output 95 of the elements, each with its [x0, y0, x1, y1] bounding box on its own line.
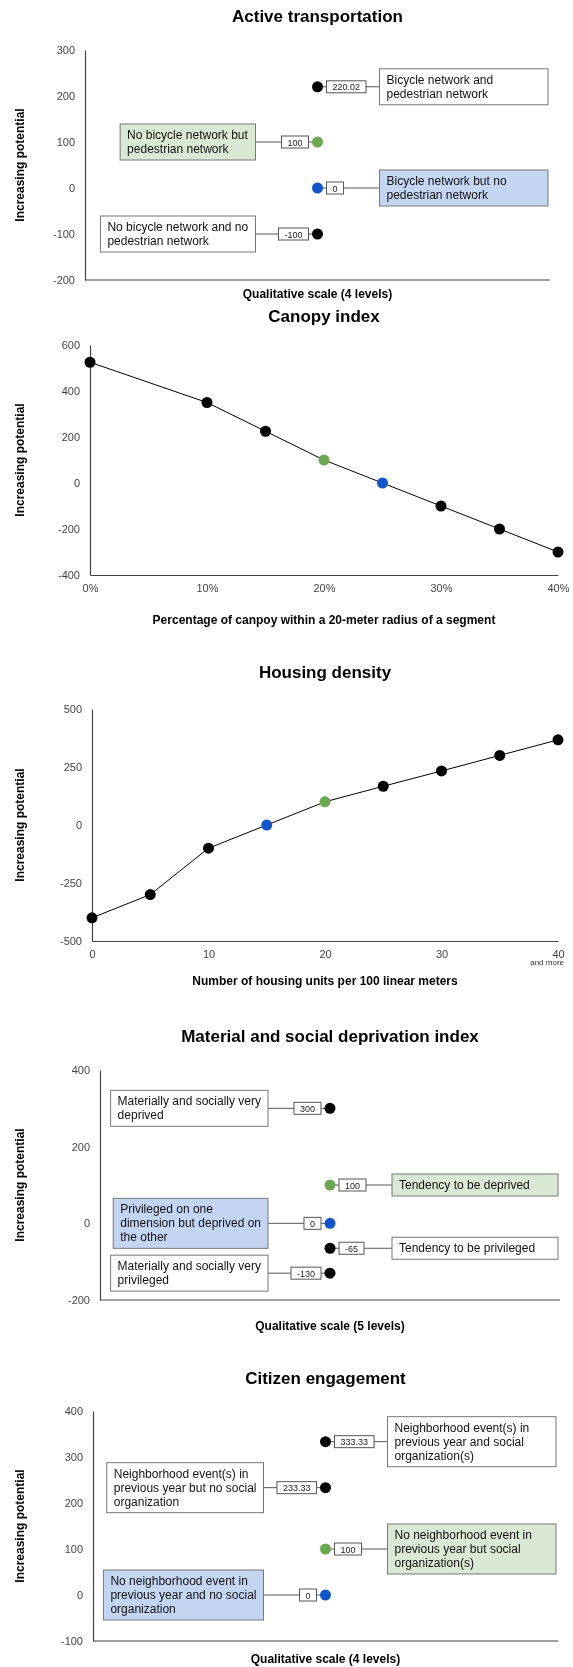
x-axis-title: Percentage of canpoy within a 20-meter radius of a segment [152, 613, 496, 627]
y-tick-label: -250 [59, 877, 82, 890]
point [203, 842, 214, 854]
y-tick-label: -100 [60, 1635, 83, 1648]
x-axis-title: Qualitative scale (4 levels) [242, 287, 393, 301]
text: Materially and socially very deprived [117, 1094, 261, 1123]
point [377, 477, 388, 489]
point [494, 523, 505, 535]
y-tick-label: -200 [67, 1294, 90, 1307]
y-tick-label: -400 [57, 569, 80, 582]
text: No neighborhood event in previous year and no social organization [110, 1574, 257, 1616]
text: No bicycle network but pedestrian network [127, 128, 249, 156]
y-tick-label: 200 [56, 90, 75, 103]
y-tick-label: -200 [52, 274, 75, 287]
x-tick-label: 0% [82, 581, 99, 594]
text: Privileged on one dimension but deprived on the other [120, 1202, 261, 1245]
chart-title: Citizen engagement [245, 1369, 407, 1388]
point [552, 546, 564, 558]
data-label: 100 [345, 1180, 361, 1191]
text: No neighborhood event in previous year but social organization(s) [394, 1528, 532, 1570]
y-axis-title: Increasing potential [13, 1469, 27, 1583]
point [494, 749, 506, 761]
y-tick-label: 200 [64, 1497, 83, 1510]
x-tick-label: 40 [552, 947, 565, 960]
y-tick-label: 0 [75, 819, 82, 832]
text: Tendency to be deprived [399, 1178, 530, 1192]
point [84, 356, 96, 368]
y-tick-label: 500 [63, 703, 82, 716]
y-axis-title: Increasing potential [13, 1128, 27, 1242]
point [201, 397, 213, 408]
text: Tendency to be privileged [399, 1241, 536, 1256]
point [319, 796, 331, 808]
point [261, 819, 273, 831]
point [377, 780, 389, 792]
x-tick-label: 10 [202, 947, 216, 960]
data-label: 300 [299, 1103, 315, 1114]
y-tick-label: 100 [56, 136, 75, 149]
y-tick-label: 300 [64, 1451, 83, 1464]
y-tick-label: 200 [61, 431, 80, 444]
y-tick-label: 400 [61, 385, 80, 398]
y-tick-label: 400 [71, 1064, 90, 1077]
data-label: -65 [345, 1243, 359, 1254]
x-tick-label: 30 [435, 947, 449, 960]
y-tick-label: 0 [83, 1217, 90, 1230]
point [552, 734, 564, 746]
x-tick-label: 40% [547, 581, 570, 594]
point [260, 425, 271, 437]
y-tick-label: 600 [61, 339, 80, 352]
data-label: 333.33 [340, 1437, 369, 1448]
x-tick-label: 20 [319, 947, 332, 960]
y-axis-title: Increasing potential [13, 403, 27, 517]
data-label: -100 [284, 229, 303, 240]
text: Materially and socially very privileged [117, 1259, 261, 1288]
x-axis-title: Number of housing units per 100 linear meters [192, 974, 459, 988]
data-label: 0 [332, 183, 338, 194]
y-tick-label: 100 [64, 1543, 83, 1556]
y-axis-title: Increasing potential [13, 768, 27, 882]
point [436, 765, 447, 777]
data-label: 220.02 [332, 82, 361, 93]
x-axis-title: Qualitative scale (4 levels) [250, 1652, 401, 1666]
x-tick-label: 10% [196, 581, 219, 594]
y-tick-label: 0 [73, 477, 80, 490]
y-tick-label: -500 [59, 935, 82, 948]
chart-title: Material and social deprivation index [181, 1027, 480, 1046]
point [318, 454, 330, 466]
data-label: 0 [305, 1590, 311, 1601]
y-tick-label: 400 [64, 1405, 83, 1418]
chart-title: Housing density [258, 663, 392, 682]
x-tick-label: 30% [430, 581, 453, 594]
y-tick-label: -200 [57, 523, 80, 536]
y-tick-label: 250 [63, 761, 82, 774]
point [86, 912, 98, 924]
text: Neighborhood event(s) in previous year and social organization(s) [394, 1420, 530, 1463]
data-label: 100 [340, 1544, 356, 1555]
y-tick-label: -100 [52, 228, 75, 241]
text: No bicycle network and no pedestrian network [107, 220, 249, 248]
point [435, 500, 447, 512]
x-axis-title: Qualitative scale (5 levels) [255, 1319, 405, 1333]
y-axis-title: Increasing potential [13, 108, 27, 222]
text: Bicycle network but no pedestrian network [386, 174, 507, 202]
data-label: 0 [309, 1218, 315, 1229]
y-tick-label: 0 [76, 1589, 83, 1602]
x-tick-label: 20% [313, 581, 336, 594]
data-label: -130 [296, 1268, 315, 1279]
chart-title: Canopy index [268, 307, 381, 326]
text: Bicycle network and pedestrian network [386, 72, 494, 101]
text: Neighborhood event(s) in previous year but no social organization [113, 1466, 257, 1509]
y-tick-label: 0 [68, 182, 75, 195]
data-label: 233.33 [282, 1483, 311, 1494]
y-tick-label: 200 [71, 1140, 90, 1153]
point [144, 889, 156, 901]
text: and more [530, 958, 565, 967]
data-label: 100 [287, 137, 303, 148]
y-tick-label: 300 [56, 44, 75, 57]
chart-title: Active transportation [232, 7, 403, 26]
